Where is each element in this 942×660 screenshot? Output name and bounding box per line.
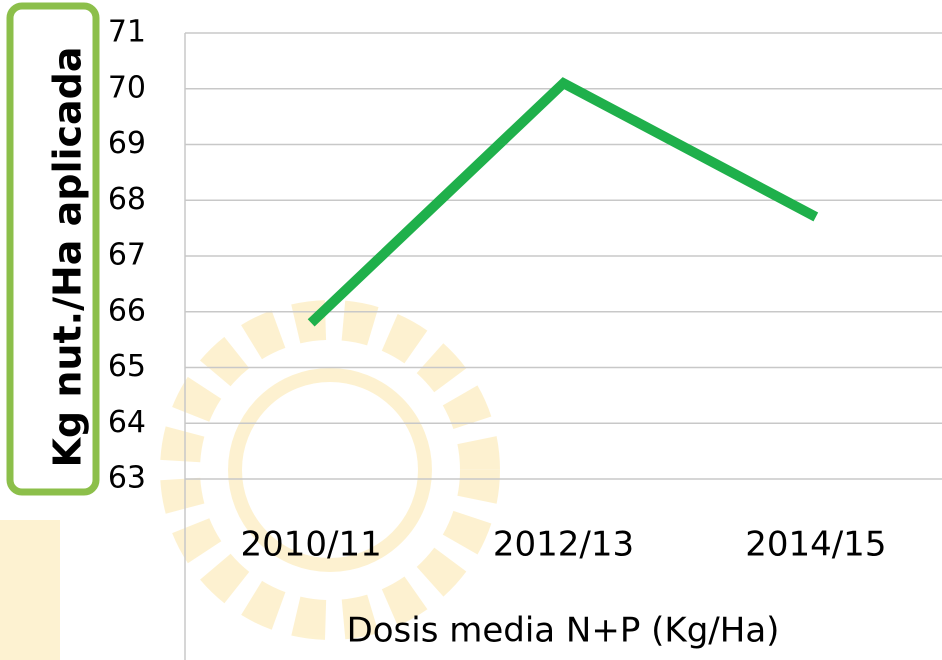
y-tick-label: 66: [108, 293, 146, 328]
y-tick-label: 69: [108, 126, 146, 161]
x-tick-label: 2012/13: [493, 525, 634, 565]
y-tick-label: 63: [108, 461, 146, 496]
y-tick-label: 67: [108, 238, 146, 273]
y-tick-label: 64: [108, 405, 146, 440]
x-tick-label: 2014/15: [745, 525, 886, 565]
series-line: [307, 77, 819, 327]
y-tick-label: 68: [108, 182, 146, 217]
y-tick-label: 70: [108, 70, 146, 105]
x-axis-label: Dosis media N+P (Kg/Ha): [347, 611, 780, 651]
y-tick-label: 71: [108, 15, 146, 50]
y-tick-label: 65: [108, 349, 146, 384]
x-tick-label: 2010/11: [241, 525, 382, 565]
y-label-box: [6, 2, 100, 496]
y-axis-label: Kg nut./Ha aplicada: [46, 46, 90, 467]
watermark: [0, 300, 500, 660]
